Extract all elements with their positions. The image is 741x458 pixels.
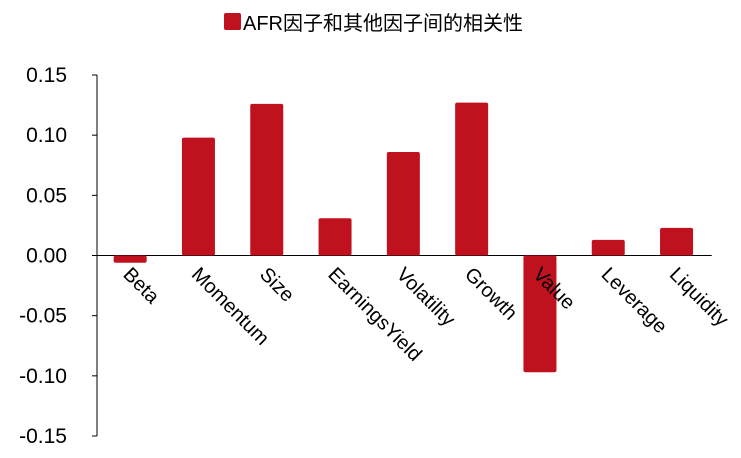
bar-liquidity [660,227,694,256]
bar-earningsyield [318,218,352,256]
x-tick-label: Beta [119,263,164,308]
y-tick-label: -0.15 [19,425,67,448]
x-tick-label: Volatility [392,263,459,330]
y-tick-label: -0.10 [19,365,67,388]
bars [113,102,694,373]
y-tick-label: 0.05 [26,184,67,207]
bar-value [523,255,557,373]
bar-growth [455,102,489,256]
x-tick-label: Size [255,263,298,306]
y-tick-label: 0.10 [26,124,67,147]
x-tick-label: Leverage [597,263,672,338]
bar-volatility [386,152,420,256]
bar-beta [113,255,147,263]
y-axis: 0.15 0.10 0.05 0.00 -0.05 -0.10 -0.15 [19,64,712,448]
y-tick-label: 0.15 [26,64,67,87]
legend: AFR因子和其他因子间的相关性 [224,12,523,35]
legend-label: AFR因子和其他因子间的相关性 [243,12,523,35]
y-tick-label: -0.05 [19,305,67,328]
x-tick-label: Growth [460,263,521,324]
bar-size [250,103,284,256]
y-tick-label: 0.00 [26,245,67,268]
x-tick-label: Liquidity [665,263,732,330]
bar-leverage [591,239,625,256]
legend-swatch [224,13,241,30]
bar-momentum [181,137,215,256]
